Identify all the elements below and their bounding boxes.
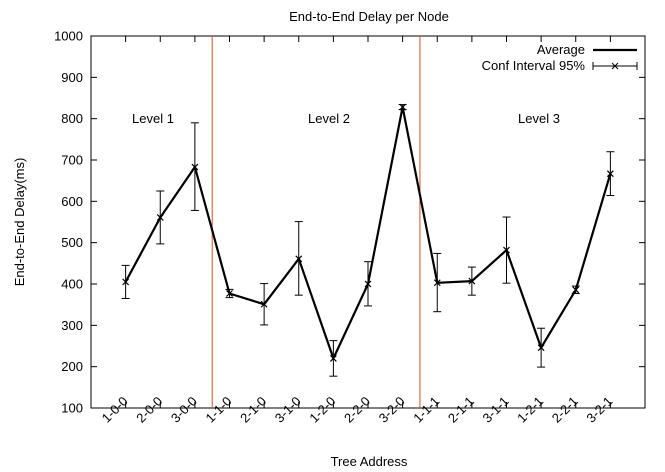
series-line-average	[124, 105, 612, 360]
plot-frame	[90, 35, 646, 409]
data-point	[503, 246, 510, 254]
x-tick-label: 3-2-1	[583, 394, 615, 426]
data-point	[156, 214, 164, 221]
data-point	[191, 163, 199, 171]
y-tick-label: 600	[61, 194, 83, 209]
y-tick-label: 200	[61, 359, 83, 374]
y-tick-label: 700	[61, 153, 83, 168]
x-tick-label: 2-2-0	[341, 394, 373, 426]
x-tick-label: 2-0-0	[133, 394, 165, 426]
y-tick-label: 900	[61, 70, 83, 85]
x-axis-title: Tree Address	[331, 454, 408, 469]
x-tick-label: 2-1-0	[237, 394, 269, 426]
chart-title: End-to-End Delay per Node	[289, 9, 449, 24]
data-point	[260, 300, 268, 308]
level-2-label: Level 2	[308, 111, 350, 126]
x-tick-label: 3-1-1	[480, 394, 512, 426]
data-point-mark	[226, 290, 233, 297]
x-tick-label: 2-2-1	[549, 394, 581, 426]
x-tick-label: 1-1-1	[410, 394, 442, 426]
data-point-mark	[156, 214, 164, 221]
y-tick-label: 400	[61, 277, 83, 292]
level-1-label: Level 1	[132, 111, 174, 126]
legend-label-average: Average	[537, 42, 585, 57]
data-point-mark	[606, 170, 614, 178]
x-tick-label: 3-2-0	[376, 394, 408, 426]
x-tick-label: 1-0-0	[99, 394, 131, 426]
data-point-mark	[537, 344, 545, 352]
data-point	[468, 277, 476, 285]
data-point	[606, 170, 614, 178]
y-axis-title: End-to-End Delay(ms)	[12, 158, 27, 287]
x-tick-label: 1-1-0	[203, 394, 235, 426]
y-tick-label: 1000	[54, 29, 83, 44]
error-bars	[121, 104, 615, 377]
x-tick-label: 1-2-1	[514, 394, 546, 426]
y-tick-label: 800	[61, 111, 83, 126]
data-point	[226, 290, 233, 297]
legend: Average Conf Interval 95%	[482, 42, 638, 73]
series-markers	[122, 103, 614, 362]
data-point-mark	[433, 279, 441, 287]
data-point-mark	[295, 255, 303, 263]
data-point	[122, 278, 130, 286]
data-point-mark	[399, 103, 407, 111]
legend-swatch-conf-interval	[592, 62, 638, 70]
data-point	[433, 279, 441, 287]
level-separators	[211, 36, 421, 408]
y-tick-label: 500	[61, 235, 83, 250]
x-tick-label: 3-0-0	[168, 394, 200, 426]
data-point-mark	[122, 278, 130, 286]
data-point-mark	[260, 300, 268, 308]
data-point-mark	[503, 246, 510, 254]
data-point-mark	[329, 354, 337, 362]
data-point-mark	[191, 163, 199, 171]
x-tick-label: 2-1-1	[445, 394, 477, 426]
data-point	[399, 103, 407, 111]
data-point	[329, 354, 337, 362]
x-tick-label: 3-1-0	[272, 394, 304, 426]
data-point	[364, 280, 372, 288]
data-point	[537, 344, 545, 352]
level-3-label: Level 3	[518, 111, 560, 126]
data-point	[295, 255, 303, 263]
y-tick-label: 300	[61, 318, 83, 333]
x-tick-label: 1-2-0	[306, 394, 338, 426]
data-point-mark	[468, 277, 476, 285]
legend-label-conf-interval: Conf Interval 95%	[482, 58, 586, 73]
data-point-mark	[364, 280, 372, 288]
y-axis: 100 200 300 400 500 600 700 800 900 1000	[54, 29, 645, 416]
y-tick-label: 100	[61, 401, 83, 416]
data-point-mark	[572, 286, 580, 294]
data-point	[572, 286, 580, 294]
